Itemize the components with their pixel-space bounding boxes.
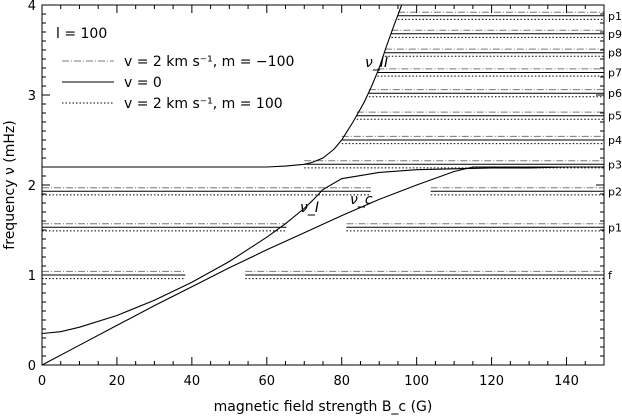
mode-label: p4 <box>608 134 622 147</box>
mode-label: p9 <box>608 28 622 41</box>
y-tick-label: 0 <box>28 359 36 374</box>
tick-labels: 0 20 40 60 80 100 120 140 0 1 2 3 4 <box>28 0 579 389</box>
y-tick-label: 2 <box>28 179 36 194</box>
mode-label: p5 <box>608 110 622 123</box>
legend-label-0: v = 2 km s⁻¹, m = −100 <box>124 54 294 70</box>
x-tick-label: 40 <box>184 374 201 389</box>
curve-1 <box>41 166 604 335</box>
mode-label: f <box>608 269 613 282</box>
mode-label: p1 <box>608 10 622 23</box>
x-tick-label: 120 <box>479 374 504 389</box>
x-axis-title: magnetic field strength B_c (G) <box>214 399 433 415</box>
mode-label: p2 <box>608 185 622 198</box>
x-tick-label: 60 <box>259 374 276 389</box>
x-tick-label: 20 <box>109 374 126 389</box>
curve-0 <box>41 166 604 366</box>
annotation-l: l = 100 <box>56 26 107 42</box>
mode-label: p8 <box>608 47 622 60</box>
curve-label-nu-I: ν_I <box>300 200 319 216</box>
mode-labels: f p1 p2 p3 p4 p5 p6 p7 p8 p9 p1 <box>608 10 622 282</box>
x-tick-label: 80 <box>333 374 350 389</box>
curve-2 <box>42 4 403 168</box>
mode-label: p7 <box>608 67 622 80</box>
mode-label: p1 <box>608 221 622 234</box>
x-tick-label: 100 <box>404 374 429 389</box>
y-tick-label: 4 <box>28 0 36 14</box>
legend-label-2: v = 2 km s⁻¹, m = 100 <box>124 96 283 112</box>
mode-lines <box>42 11 604 280</box>
y-tick-label: 3 <box>28 89 36 104</box>
legend: l = 100 v = 2 km s⁻¹, m = −100 v = 0 v =… <box>56 26 294 112</box>
mode-label: p3 <box>608 158 622 171</box>
curves <box>41 4 604 366</box>
legend-label-1: v = 0 <box>124 75 162 91</box>
curve-label-nu-c: ν_c <box>350 192 373 208</box>
x-tick-label: 140 <box>554 374 579 389</box>
mode-label: p6 <box>608 87 622 100</box>
y-axis-title: frequency ν (mHz) <box>2 120 18 249</box>
curve-label-nu-II: ν_II <box>365 55 388 71</box>
x-tick-label: 0 <box>38 374 46 389</box>
y-tick-label: 1 <box>28 269 36 284</box>
axis-ticks <box>41 4 605 366</box>
